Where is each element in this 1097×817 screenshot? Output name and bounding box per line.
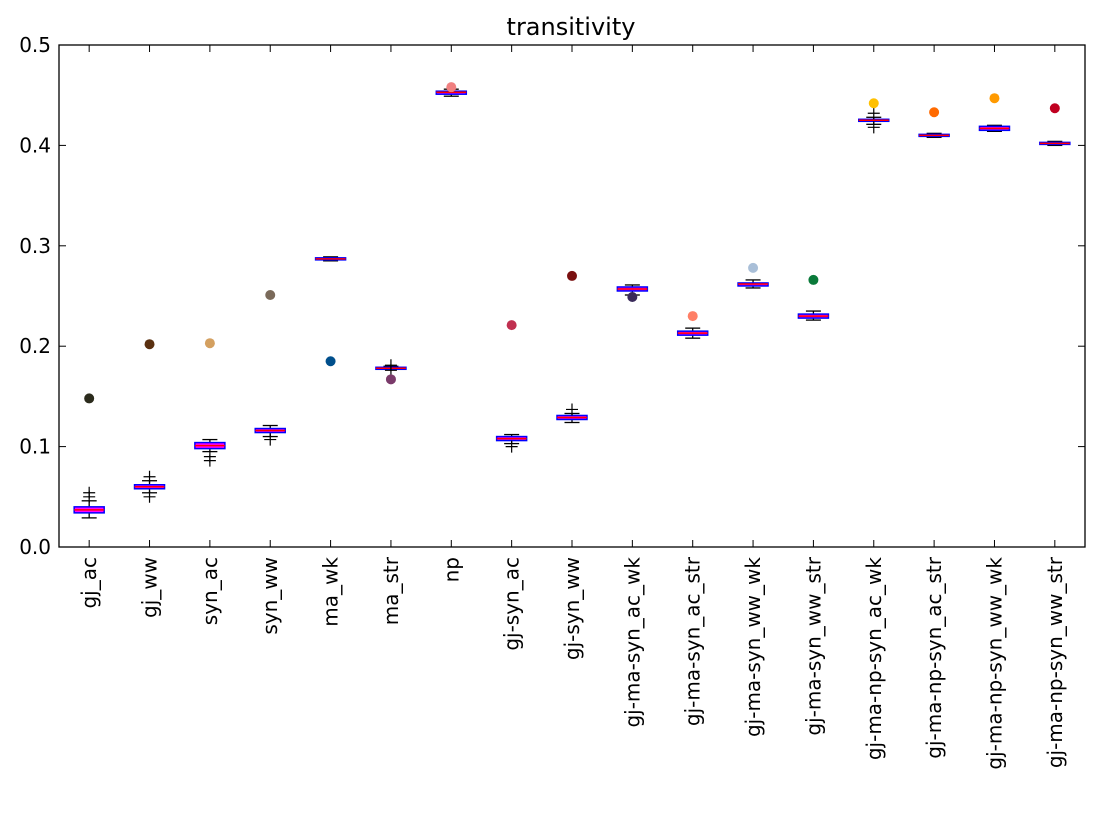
- data-point-ma_wk: [325, 356, 336, 367]
- boxplot-gj-ma-np-syn_ac_str: [918, 132, 950, 139]
- x-tick-label: gj-ma-np-syn_ww_wk: [982, 557, 1006, 770]
- y-tick-label: 0.0: [19, 535, 51, 559]
- flier-marker: [203, 454, 216, 467]
- data-point-ma_str: [385, 374, 396, 385]
- boxplot-gj-ma-np-syn_ww_wk: [978, 124, 1011, 132]
- data-point-syn_ac: [204, 338, 215, 349]
- boxplot-gj-ma-np-syn_ac_wk: [858, 107, 890, 134]
- x-tick-label: ma_wk: [319, 557, 343, 627]
- flier-marker: [143, 470, 156, 483]
- x-tick-label: gj_ac: [77, 557, 101, 609]
- plot-area: [73, 82, 1071, 519]
- data-point-gj-ma-np-syn_ww_str: [1049, 103, 1060, 114]
- y-tick-label: 0.1: [19, 435, 51, 459]
- boxplot-gj-syn_ac: [495, 433, 528, 453]
- boxplot-gj-ma-syn_ac_wk: [616, 284, 649, 296]
- boxplot-gj-ma-syn_ww_str: [797, 310, 830, 321]
- x-tick-label: gj-ma-syn_ac_wk: [620, 557, 644, 728]
- boxplot-ma_wk: [314, 256, 347, 262]
- flier-marker: [867, 121, 880, 134]
- data-point-gj-ma-syn_ac_wk: [627, 292, 638, 303]
- data-point-gj-ma-syn_ww_str: [808, 274, 819, 285]
- data-point-gj-syn_ac: [506, 320, 517, 331]
- x-tick-label: gj-ma-np-syn_ac_wk: [862, 557, 886, 761]
- boxplot-gj-syn_ww: [556, 403, 588, 424]
- data-point-gj-ma-syn_ac_str: [687, 311, 698, 322]
- boxplot-gj-ma-np-syn_ww_str: [1039, 140, 1071, 147]
- data-point-syn_ww: [265, 289, 276, 300]
- y-tick-label: 0.2: [19, 334, 51, 358]
- data-point-gj_ww: [144, 339, 155, 350]
- boxplot-gj_ww: [133, 470, 166, 503]
- flier-marker: [867, 107, 880, 120]
- x-tick-label: gj_ww: [138, 557, 162, 618]
- boxplot-syn_ac: [194, 438, 226, 467]
- data-point-gj-ma-np-syn_ac_wk: [868, 98, 879, 109]
- boxplot-gj-ma-syn_ww_wk: [737, 279, 769, 289]
- data-point-gj_ac: [84, 393, 95, 404]
- data-point-gj-ma-np-syn_ac_str: [929, 107, 940, 118]
- y-tick-label: 0.4: [19, 133, 51, 157]
- y-tick-label: 0.5: [19, 33, 51, 57]
- data-point-gj-ma-np-syn_ww_wk: [989, 93, 1000, 104]
- x-tick-label: gj-ma-syn_ww_wk: [741, 557, 765, 737]
- x-tick-label: gj-ma-syn_ac_str: [681, 556, 705, 726]
- axes-frame: [58, 44, 1086, 548]
- x-tick-label: gj-ma-syn_ww_str: [801, 556, 825, 735]
- y-tick-label: 0.3: [19, 234, 51, 258]
- boxplot-syn_ww: [254, 424, 286, 446]
- chart-title: transitivity: [507, 13, 636, 41]
- boxplot-gj-ma-syn_ac_str: [676, 327, 709, 339]
- flier-marker: [384, 359, 397, 372]
- data-point-gj-ma-syn_ww_wk: [748, 262, 759, 273]
- flier-marker: [264, 433, 277, 446]
- x-tick-label: gj-syn_ww: [560, 557, 584, 660]
- x-tick-label: gj-ma-np-syn_ac_str: [922, 556, 946, 758]
- flier-marker: [566, 403, 578, 416]
- flier-marker: [143, 490, 156, 503]
- boxplot-gj_ac: [73, 486, 105, 519]
- axes: 0.0 0.1 0.2 0.3 0.4 0.5 gj_ac gj_ww syn_ac syn_ww…: [19, 33, 1086, 770]
- data-point-np: [446, 82, 457, 93]
- flier-marker: [83, 486, 96, 499]
- x-tick-label: np: [439, 557, 463, 582]
- data-point-gj-syn_ww: [567, 270, 577, 281]
- x-tick-label: syn_ac: [198, 557, 222, 625]
- x-tick-label: ma_str: [379, 556, 403, 625]
- x-tick-label: syn_ww: [258, 557, 282, 635]
- x-tick-label: gj-ma-np-syn_ww_str: [1043, 556, 1067, 768]
- x-tick-label: gj-syn_ac: [500, 557, 524, 651]
- flier-marker: [505, 440, 518, 453]
- boxplot-ma_str: [375, 359, 407, 377]
